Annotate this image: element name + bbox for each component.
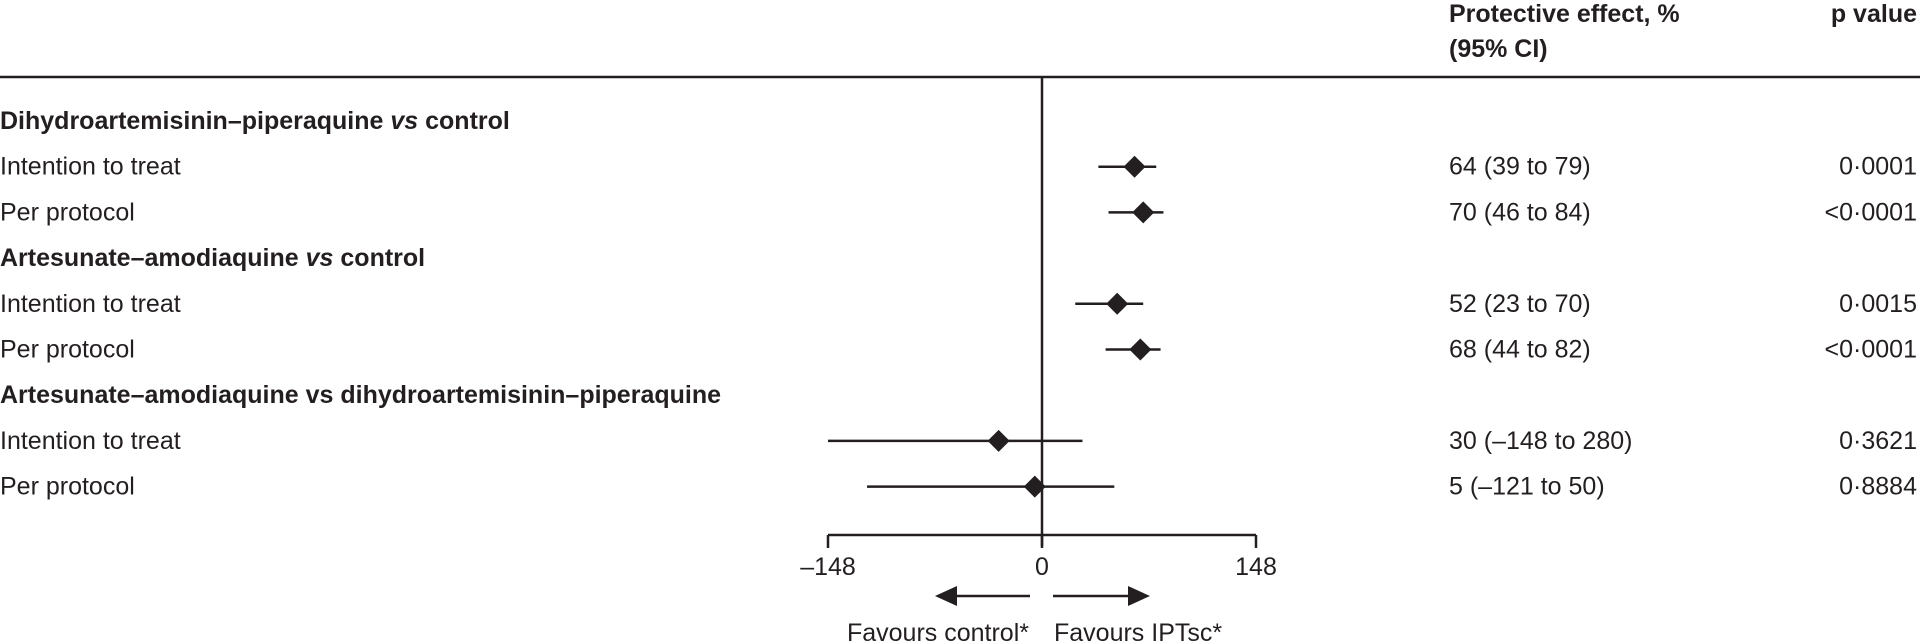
row-label: Per protocol bbox=[0, 198, 135, 226]
group-label-part: control bbox=[333, 244, 425, 272]
row-label: Intention to treat bbox=[0, 427, 181, 455]
p-value: <0·0001 bbox=[1825, 198, 1917, 226]
header-ci: (95% CI) bbox=[1449, 35, 1548, 63]
estimate-marker bbox=[987, 429, 1010, 452]
x-axis: –148 0 148 bbox=[800, 77, 1277, 581]
estimate-marker bbox=[1023, 475, 1046, 498]
p-value: <0·0001 bbox=[1825, 336, 1917, 364]
estimate-marker bbox=[1106, 292, 1129, 315]
row-label: Per protocol bbox=[0, 473, 135, 501]
effect-value: 52 (23 to 70) bbox=[1449, 290, 1591, 318]
tick-label: –148 bbox=[800, 553, 856, 581]
p-value: 0·0015 bbox=[1839, 290, 1917, 318]
estimate-marker bbox=[1123, 155, 1146, 178]
effect-value: 64 (39 to 79) bbox=[1449, 153, 1591, 181]
table-rows: Dihydroartemisinin–piperaquine vs contro… bbox=[0, 107, 1917, 501]
estimate-marker bbox=[1129, 338, 1152, 361]
arrow-left-head bbox=[935, 586, 957, 606]
arrow-right-head bbox=[1128, 586, 1150, 606]
tick-label: 0 bbox=[1035, 553, 1049, 581]
favours-control-label: Favours control* bbox=[847, 619, 1029, 643]
row-label: Per protocol bbox=[0, 336, 135, 364]
group-label-part: Artesunate–amodiaquine vs dihydroartemis… bbox=[0, 381, 721, 409]
group-label: Artesunate–amodiaquine vs dihydroartemis… bbox=[0, 381, 721, 409]
group-label-part: vs bbox=[306, 244, 334, 272]
row-label: Intention to treat bbox=[0, 290, 181, 318]
effect-value: 5 (–121 to 50) bbox=[1449, 473, 1605, 501]
effect-value: 70 (46 to 84) bbox=[1449, 198, 1591, 226]
effect-value: 30 (–148 to 280) bbox=[1449, 427, 1632, 455]
p-value: 0·0001 bbox=[1839, 153, 1917, 181]
group-label-part: Artesunate–amodiaquine bbox=[0, 244, 306, 272]
row-label: Intention to treat bbox=[0, 153, 181, 181]
p-value: 0·8884 bbox=[1839, 473, 1917, 501]
group-label-part: control bbox=[418, 107, 510, 135]
effect-value: 68 (44 to 82) bbox=[1449, 336, 1591, 364]
tick-label: 148 bbox=[1235, 553, 1277, 581]
direction-arrows: Favours control* Favours IPTsc* bbox=[847, 586, 1222, 643]
p-value: 0·3621 bbox=[1839, 427, 1917, 455]
estimate-marker bbox=[1132, 201, 1155, 224]
group-label-part: vs bbox=[390, 107, 418, 135]
header-protective-effect: Protective effect, % bbox=[1449, 0, 1680, 28]
group-label-part: Dihydroartemisinin–piperaquine bbox=[0, 107, 390, 135]
group-label: Dihydroartemisinin–piperaquine vs contro… bbox=[0, 107, 510, 135]
favours-iptsc-label: Favours IPTsc* bbox=[1054, 619, 1222, 643]
group-label: Artesunate–amodiaquine vs control bbox=[0, 244, 425, 272]
header-p-value: p value bbox=[1831, 0, 1917, 28]
